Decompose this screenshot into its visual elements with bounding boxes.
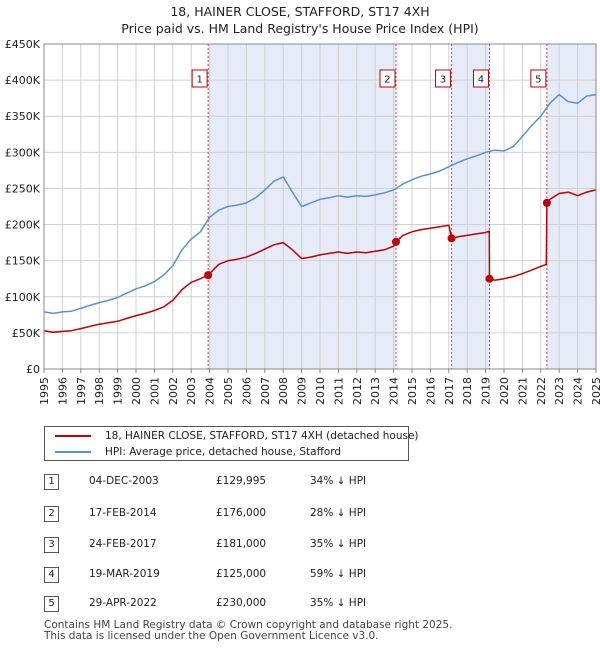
x-tick-label: 2003 xyxy=(185,377,198,405)
sale-hpi-diff: 28% ↓ HPI xyxy=(310,507,367,519)
sale-hpi-diff: 35% ↓ HPI xyxy=(310,538,367,550)
sale-label-box xyxy=(191,69,208,88)
x-tick-label: 2008 xyxy=(277,377,290,405)
x-tick-label: 2018 xyxy=(461,377,474,405)
x-tick-label: 2021 xyxy=(516,377,529,405)
y-tick-label: £150K xyxy=(5,255,41,268)
x-tick-label: 2013 xyxy=(369,377,382,405)
sale-label: 2 xyxy=(384,75,390,86)
legend-label-property: 18, HAINER CLOSE, STAFFORD, ST17 4XH (de… xyxy=(105,430,419,442)
series-layer xyxy=(43,93,597,333)
x-tick-label: 2009 xyxy=(296,377,309,405)
y-tick-label: £450K xyxy=(5,38,41,51)
sale-number-badge: 5 xyxy=(44,596,59,612)
sale-points xyxy=(204,198,551,283)
y-tick-label: £200K xyxy=(5,219,41,232)
sale-number-badge: 2 xyxy=(44,506,59,522)
sale-date: 17-FEB-2014 xyxy=(89,507,157,519)
sale-point xyxy=(485,274,494,283)
legend: 18, HAINER CLOSE, STAFFORD, ST17 4XH (de… xyxy=(44,426,419,461)
sale-date: 24-FEB-2017 xyxy=(89,538,157,550)
legend-swatch-hpi xyxy=(55,451,91,453)
legend-label-hpi: HPI: Average price, detached house, Staf… xyxy=(105,446,342,458)
y-tick-label: £350K xyxy=(5,110,41,123)
sale-number-badge: 1 xyxy=(44,474,59,490)
footer-line: This data is licensed under the Open Gov… xyxy=(44,630,379,642)
sale-label: 5 xyxy=(535,75,541,86)
chart-title-block: 18, HAINER CLOSE, STAFFORD, ST17 4XH Pri… xyxy=(0,3,600,37)
sale-labels: 1 2 3 4 5 xyxy=(191,69,547,88)
x-tick-label: 2024 xyxy=(572,377,585,405)
footer-attribution: Contains HM Land Registry data © Crown c… xyxy=(44,620,452,642)
sale-hpi-diff: 59% ↓ HPI xyxy=(310,568,367,580)
sale-label-box xyxy=(435,69,452,88)
chart-subtitle: Price paid vs. HM Land Registry's House … xyxy=(121,21,479,36)
sale-number-badge: 4 xyxy=(44,567,59,583)
x-tick-label: 2001 xyxy=(148,377,161,405)
footer-line: Contains HM Land Registry data © Crown c… xyxy=(44,619,453,631)
x-tick-label: 2000 xyxy=(130,377,143,405)
sale-price: £129,995 xyxy=(216,475,267,487)
sale-label-box xyxy=(472,69,489,88)
series-line-hpi xyxy=(43,93,597,315)
chart-title: 18, HAINER CLOSE, STAFFORD, ST17 4XH xyxy=(170,4,430,19)
sale-label: 4 xyxy=(478,75,484,86)
sale-label-box xyxy=(530,69,547,88)
legend-item-hpi: HPI: Average price, detached house, Staf… xyxy=(55,444,341,460)
axis-layer: £0 £50K £100K £150K £200K £250K £300K £350K £400… xyxy=(5,38,600,405)
price-chart: 1 2 3 4 5 £0 £50K £100K £150K £200K £250K £300K £35… xyxy=(5,38,600,405)
y-tick-label: £300K xyxy=(5,146,41,159)
y-tick-label: £250K xyxy=(5,182,41,195)
sale-point xyxy=(542,198,551,207)
x-tick-label: 2012 xyxy=(351,377,364,405)
sale-price: £230,000 xyxy=(216,597,267,609)
sale-label: 1 xyxy=(196,75,202,86)
sale-label-box xyxy=(379,69,396,88)
sale-point xyxy=(391,237,400,246)
sale-date: 19-MAR-2019 xyxy=(89,568,160,580)
x-tick-label: 2025 xyxy=(590,377,600,405)
x-tick-label: 2015 xyxy=(406,377,419,405)
legend-swatch-property xyxy=(55,435,91,437)
sale-point xyxy=(447,234,456,243)
sale-price: £125,000 xyxy=(216,568,267,580)
shaded-period xyxy=(546,44,596,369)
x-tick-label: 2019 xyxy=(480,377,493,405)
sale-hpi-diff: 35% ↓ HPI xyxy=(310,597,367,609)
sale-hpi-diff: 34% ↓ HPI xyxy=(310,475,367,487)
sale-date: 04-DEC-2003 xyxy=(89,475,159,487)
x-tick-label: 2005 xyxy=(222,377,235,405)
x-tick-label: 2022 xyxy=(535,377,548,405)
x-tick-label: 1999 xyxy=(112,377,125,405)
y-tick-label: £50K xyxy=(12,327,41,340)
legend-item-property: 18, HAINER CLOSE, STAFFORD, ST17 4XH (de… xyxy=(55,428,419,444)
y-tick-label: £400K xyxy=(5,74,41,87)
x-tick-label: 2010 xyxy=(314,377,327,405)
x-tick-label: 2017 xyxy=(443,377,456,405)
series-line-property xyxy=(43,189,597,333)
y-tick-label: £0 xyxy=(26,363,40,376)
x-tick-label: 1997 xyxy=(75,377,88,405)
x-tick-label: 2002 xyxy=(167,377,180,405)
sale-point xyxy=(204,271,213,280)
shaded-period xyxy=(451,44,490,369)
x-tick-label: 2014 xyxy=(388,377,401,405)
sale-date: 29-APR-2022 xyxy=(89,597,157,609)
sale-number-badge: 3 xyxy=(44,537,59,553)
x-tick-label: 2004 xyxy=(204,377,217,405)
x-tick-label: 2011 xyxy=(332,377,345,405)
x-tick-label: 2016 xyxy=(424,377,437,405)
y-tick-label: £100K xyxy=(5,291,41,304)
sale-label: 3 xyxy=(440,75,446,86)
x-tick-label: 1998 xyxy=(93,377,106,405)
x-tick-label: 2007 xyxy=(259,377,272,405)
x-tick-label: 2020 xyxy=(498,377,511,405)
x-tick-label: 1996 xyxy=(56,377,69,405)
x-tick-label: 2023 xyxy=(553,377,566,405)
x-tick-label: 1995 xyxy=(38,377,51,405)
x-tick-label: 2006 xyxy=(240,377,253,405)
sale-price: £176,000 xyxy=(216,507,267,519)
sale-price: £181,000 xyxy=(216,538,267,550)
